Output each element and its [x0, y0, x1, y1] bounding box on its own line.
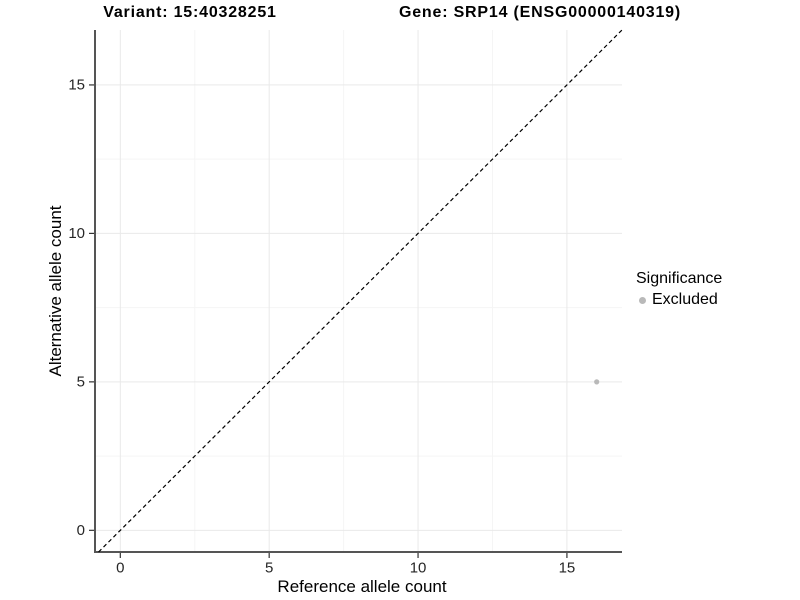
plot-title-variant: Variant: 15:40328251 [103, 4, 277, 21]
plot-title-gene: Gene: SRP14 (ENSG00000140319) [398, 4, 682, 21]
legend: Significance Excluded [636, 270, 722, 309]
x-tick-label: 5 [265, 559, 273, 576]
legend-point-swatch-icon [639, 296, 646, 304]
legend-item-excluded: Excluded [636, 291, 722, 309]
legend-title: Significance [636, 270, 723, 287]
y-tick-label: 10 [68, 225, 85, 242]
x-tick-label: 10 [410, 559, 427, 576]
y-tick-label: 15 [68, 76, 85, 93]
x-tick-label: 15 [559, 559, 576, 576]
y-tick-label: 5 [77, 373, 85, 390]
data-point [594, 379, 600, 385]
identity-dashed-line [98, 29, 623, 553]
legend-item-label: Excluded [652, 291, 718, 308]
x-tick-label: 0 [116, 559, 124, 576]
x-axis-title: Reference allele count [277, 577, 447, 596]
y-tick-label: 0 [77, 522, 85, 539]
y-axis-title: Alternative allele count [46, 205, 65, 377]
